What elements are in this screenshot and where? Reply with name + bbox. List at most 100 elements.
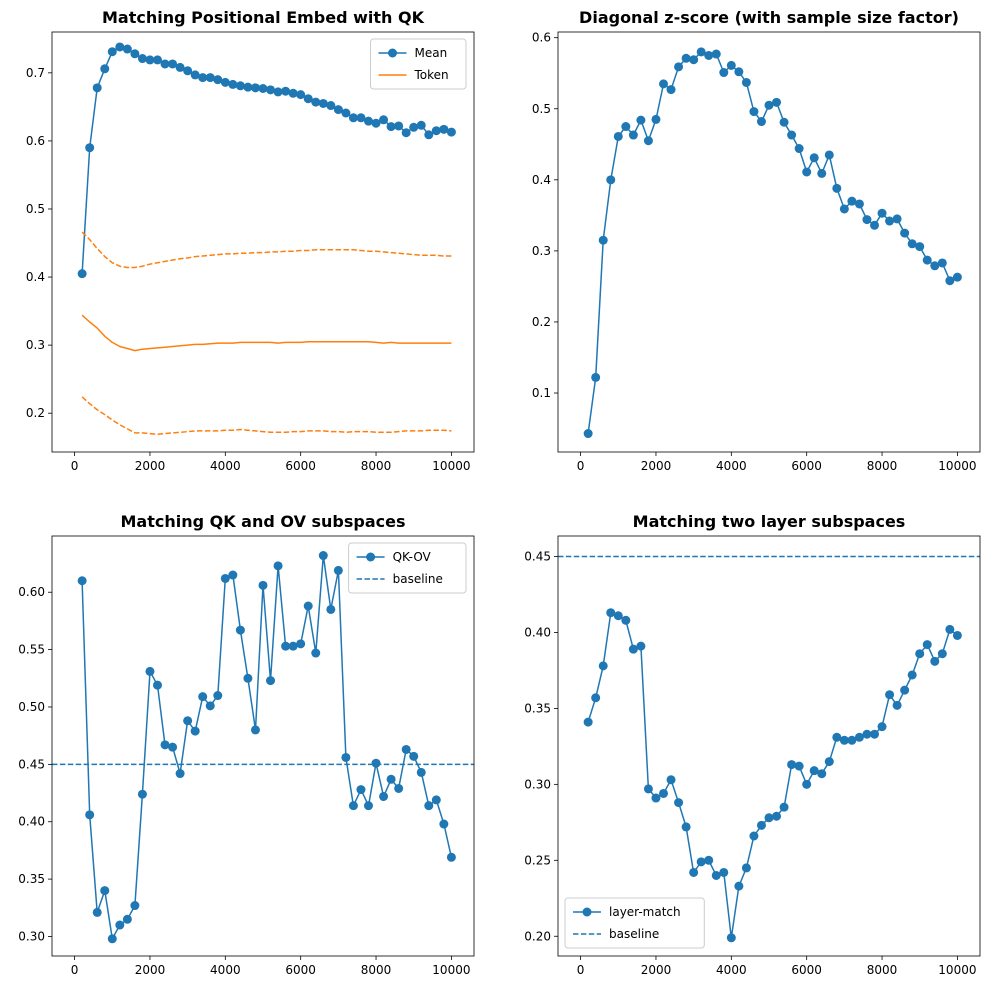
series-qk-ov-point [424, 801, 434, 811]
series-layer-match-point [937, 649, 947, 659]
series-layer-match-point [651, 793, 661, 803]
series-qk-ov-point [153, 680, 162, 690]
series-mean-point [258, 83, 268, 93]
series-layer-match-point [900, 685, 910, 695]
y-tick-label: 0.6 [532, 31, 551, 45]
series-mean-point [92, 83, 102, 93]
y-tick-label: 0.35 [18, 872, 45, 886]
series-band-0-point [598, 235, 608, 245]
series-layer-match-point [930, 656, 940, 666]
series-mean-point [401, 128, 411, 138]
series-band-0-point [847, 196, 857, 206]
series-mean-point [303, 94, 313, 104]
series-qk-ov-point [431, 795, 441, 805]
series-layer-match-point [862, 729, 872, 739]
legend-label: Mean [415, 46, 448, 60]
series-layer-match-point [734, 881, 744, 891]
series-layer-match-point [847, 735, 857, 745]
series-layer-match-point [794, 761, 804, 771]
series-qk-ov-point [198, 692, 208, 702]
y-tick-label: 0.45 [18, 757, 45, 771]
series-qk-ov-point [303, 601, 313, 611]
series-layer-match-point [952, 630, 962, 640]
plot-area [583, 47, 962, 439]
series-qk-ov-point [341, 752, 351, 762]
x-axis: 0 2000 4000 6000 8000 10000 [71, 956, 470, 977]
series-qk-ov-point [394, 783, 404, 793]
series-mean-point [288, 88, 298, 98]
series-mean-point [341, 108, 351, 118]
series-layer-match-point [704, 855, 714, 865]
x-tick-label: 10000 [938, 459, 976, 473]
series-band-0-point [704, 50, 714, 60]
chart-panel-1: Matching Positional Embed with QK 0 2000 40… [26, 8, 475, 473]
series-layer-match-point [892, 700, 902, 710]
series-band-0-point [817, 168, 827, 178]
legend-label: layer-match [609, 905, 681, 919]
series-layer-match-point [779, 802, 789, 812]
y-tick-label: 0.40 [524, 625, 551, 639]
series-layer-match-point [696, 857, 706, 867]
series-layer-match-point [591, 693, 601, 703]
series-mean-point [333, 105, 343, 115]
series-layer-match-point [741, 863, 751, 873]
series-band-0-point [726, 60, 736, 70]
legend: layer-match baseline [564, 897, 705, 949]
x-tick-label: 10000 [938, 963, 976, 977]
y-axis: 0.30 0.35 0.40 0.45 0.50 0.55 0.60 [18, 585, 52, 943]
series-qk-ov-point [296, 639, 306, 649]
series-mean-point [205, 73, 215, 83]
series-qk-ov-point [100, 886, 110, 896]
series-band-0-point [862, 215, 872, 225]
series-layer-match-point [681, 822, 691, 832]
series-qk-ov-point [288, 641, 298, 651]
series-mean-point [130, 49, 140, 59]
series-mean-point [364, 116, 373, 126]
series-qk-ov-point [356, 785, 366, 795]
series-layer-match-line [587, 611, 958, 939]
y-tick-label: 0.2 [26, 406, 45, 420]
series-band-0-point [741, 77, 751, 87]
series-qk-ov-point [273, 561, 283, 571]
series-qk-ov-point [401, 744, 411, 754]
x-tick-label: 0 [71, 459, 79, 473]
series-band-0-point [809, 153, 819, 163]
series-qk-ov-point [107, 934, 117, 944]
x-tick-label: 2000 [641, 459, 672, 473]
legend-entry: baseline [573, 927, 659, 941]
series-layer-match-point [674, 798, 684, 808]
series-band-0-point [907, 239, 917, 249]
series-band-0-point [734, 67, 744, 77]
series-mean-point [250, 83, 260, 93]
series-band-0-point [749, 107, 759, 117]
series-band-0-point [689, 55, 699, 65]
series-band-0-point [870, 220, 879, 230]
x-tick-label: 2000 [641, 963, 672, 977]
series-layer-match-point [643, 784, 653, 794]
series-qk-ov-point [266, 676, 276, 686]
series-qk-ov-point [311, 648, 321, 658]
series-qk-ov-point [258, 580, 268, 590]
series-band-0-point [621, 122, 631, 132]
series-qk-ov-point [145, 666, 155, 676]
legend-marker [388, 48, 397, 58]
y-tick-label: 0.40 [18, 815, 45, 829]
x-tick-label: 8000 [361, 459, 392, 473]
series-layer-match-point [870, 729, 879, 739]
y-axis: 0.1 0.2 0.3 0.4 0.5 0.6 [532, 31, 558, 400]
series-mean-point [115, 42, 125, 52]
series-band-0-point [832, 183, 842, 193]
series-qk-ov-point [85, 810, 95, 820]
series-band-0-point [922, 255, 932, 265]
series-mean-point [379, 115, 389, 125]
x-tick-label: 6000 [791, 459, 822, 473]
series-layer-match-point [787, 760, 797, 770]
y-axis: 0.2 0.3 0.4 0.5 0.6 0.7 [26, 66, 52, 420]
series-layer-match-point [711, 870, 721, 880]
series-mean-point [137, 54, 147, 64]
series-mean-point [160, 59, 170, 69]
series-mean-point [386, 122, 396, 132]
series-band-0-point [681, 53, 691, 63]
x-tick-label: 6000 [285, 459, 316, 473]
